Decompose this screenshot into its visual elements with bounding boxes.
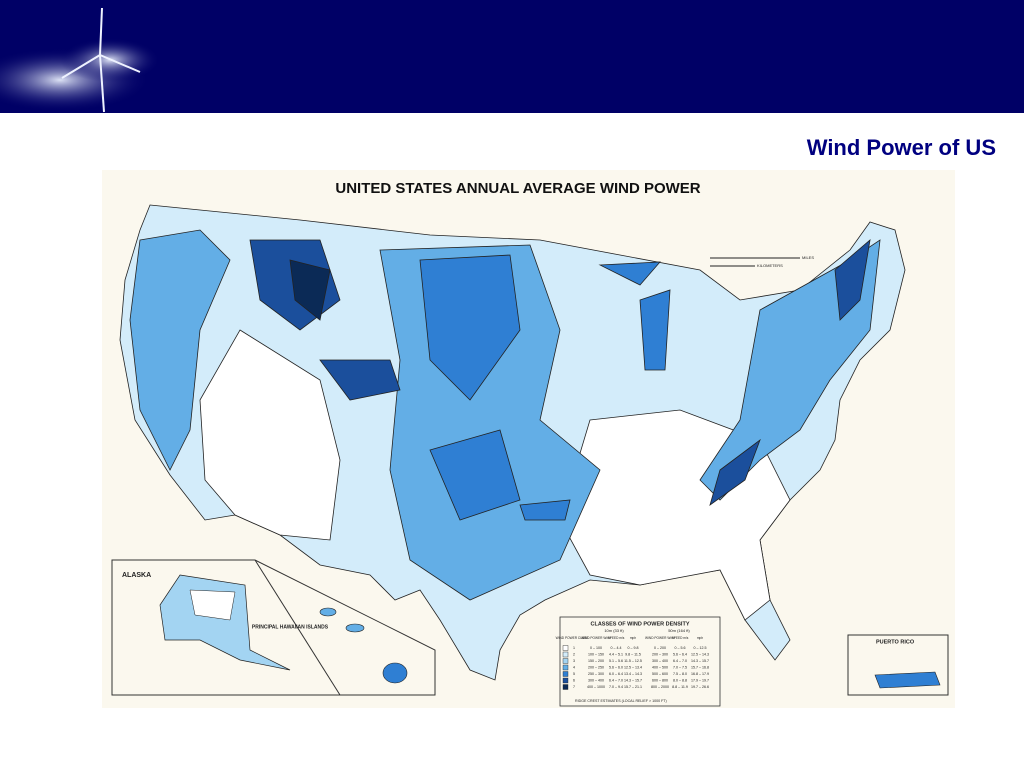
inset-label: PRINCIPAL HAWAIIAN ISLANDS bbox=[252, 624, 329, 630]
inset-alaska-hawaii: ALASKA PRINCIPAL HAWAIIAN ISLANDS bbox=[111, 559, 436, 696]
legend-column-header: mph bbox=[697, 636, 703, 640]
legend: CLASSES OF WIND POWER DENSITY 10m (33 ft… bbox=[556, 616, 721, 707]
legend-cell: 8.0 – 8.8 bbox=[673, 678, 687, 682]
legend-column-header: SPEED m/s bbox=[672, 636, 689, 640]
legend-cell: 12.5 – 14.3 bbox=[691, 652, 709, 656]
legend-title: CLASSES OF WIND POWER DENSITY bbox=[590, 621, 689, 627]
legend-height: 10m (33 ft) bbox=[604, 628, 624, 633]
legend-cell: 300 – 400 bbox=[652, 659, 668, 663]
legend-cell: 16.8 – 17.9 bbox=[691, 672, 709, 676]
legend-cell: 5 bbox=[573, 672, 575, 676]
legend-cell: 100 – 150 bbox=[588, 652, 604, 656]
legend-cell: 0 – 200 bbox=[654, 646, 666, 650]
legend-cell: 200 – 300 bbox=[652, 652, 668, 656]
legend-swatch bbox=[562, 658, 569, 664]
legend-height: 50m (164 ft) bbox=[668, 628, 690, 633]
legend-swatch bbox=[562, 684, 569, 690]
legend-cell: 6.0 – 6.4 bbox=[609, 672, 623, 676]
legend-cell: 11.5 – 12.5 bbox=[624, 659, 642, 663]
inset-label: PUERTO RICO bbox=[876, 639, 915, 645]
wind-turbine bbox=[61, 7, 141, 113]
legend-cell: 6 bbox=[573, 678, 575, 682]
legend-cell: 400 – 1000 bbox=[587, 685, 605, 689]
legend-column-header: SPEED m/s bbox=[608, 636, 625, 640]
legend-swatch bbox=[562, 677, 569, 684]
legend-cell: 7.5 – 8.0 bbox=[673, 672, 687, 676]
legend-cell: 800 – 2000 bbox=[651, 685, 669, 689]
map-title: UNITED STATES ANNUAL AVERAGE WIND POWER bbox=[335, 180, 700, 197]
legend-cell: 4.4 – 5.1 bbox=[609, 652, 623, 656]
legend-cell: 15.7 – 16.8 bbox=[691, 665, 709, 669]
legend-cell: 17.9 – 19.7 bbox=[691, 678, 709, 682]
inset-label: ALASKA bbox=[122, 572, 151, 579]
legend-cell: 5.1 – 5.6 bbox=[609, 659, 623, 663]
legend-cell: 9.8 – 11.5 bbox=[625, 652, 641, 656]
legend-swatch bbox=[562, 645, 569, 651]
scale-unit: KILOMETERS bbox=[757, 263, 783, 268]
legend-column-header: WIND POWER CLASS bbox=[556, 636, 589, 640]
legend-cell: 5.6 – 6.0 bbox=[609, 665, 623, 669]
legend-cell: 13.4 – 14.3 bbox=[624, 672, 642, 676]
legend-swatch bbox=[562, 671, 569, 677]
legend-cell: 1 bbox=[573, 646, 575, 650]
legend-cell: 0 – 4.4 bbox=[611, 646, 622, 650]
legend-cell: 600 – 800 bbox=[652, 678, 668, 682]
inset-puerto-rico: PUERTO RICO bbox=[847, 634, 949, 696]
legend-cell: 7 bbox=[573, 685, 575, 689]
header-band bbox=[0, 0, 1024, 113]
legend-cell: 2 bbox=[573, 652, 575, 656]
legend-note: RIDGE CREST ESTIMATES (LOCAL RELIEF > 10… bbox=[575, 699, 667, 703]
us-map bbox=[119, 204, 906, 681]
legend-cell: 150 – 200 bbox=[588, 659, 604, 663]
legend-swatch bbox=[562, 664, 569, 671]
scale-bar: MILES KILOMETERS bbox=[710, 255, 814, 268]
legend-cell: 4 bbox=[573, 665, 575, 669]
legend-cell: 400 – 500 bbox=[652, 665, 668, 669]
legend-cell: 6.4 – 7.0 bbox=[673, 659, 687, 663]
slide-title: Wind Power of US bbox=[807, 135, 996, 160]
legend-column-header: WIND POWER W/m² bbox=[645, 636, 675, 640]
legend-cell: 8.8 – 11.9 bbox=[672, 685, 688, 689]
legend-cell: 3 bbox=[573, 659, 575, 663]
legend-cell: 0 – 9.8 bbox=[628, 646, 639, 650]
legend-cell: 250 – 300 bbox=[588, 672, 604, 676]
legend-cell: 15.7 – 21.1 bbox=[624, 685, 642, 689]
legend-cell: 5.6 – 6.4 bbox=[673, 652, 687, 656]
legend-swatch bbox=[562, 651, 569, 658]
legend-cell: 500 – 600 bbox=[652, 672, 668, 676]
legend-cell: 300 – 400 bbox=[588, 678, 604, 682]
scale-unit: MILES bbox=[802, 255, 814, 260]
legend-cell: 7.0 – 9.4 bbox=[609, 685, 623, 689]
legend-cell: 12.5 – 13.4 bbox=[624, 665, 642, 669]
legend-cell: 14.3 – 15.7 bbox=[691, 659, 709, 663]
legend-cell: 0 – 100 bbox=[590, 646, 602, 650]
legend-cell: 19.7 – 26.6 bbox=[691, 685, 709, 689]
legend-cell: 200 – 250 bbox=[588, 665, 604, 669]
legend-cell: 0 – 5.6 bbox=[675, 646, 686, 650]
legend-cell: 14.3 – 15.7 bbox=[624, 678, 642, 682]
legend-cell: 0 – 12.5 bbox=[694, 646, 707, 650]
legend-column-header: mph bbox=[630, 636, 636, 640]
legend-cell: 6.4 – 7.0 bbox=[609, 678, 623, 682]
legend-column-header: WIND POWER W/m² bbox=[581, 636, 611, 640]
legend-cell: 7.0 – 7.5 bbox=[673, 665, 687, 669]
